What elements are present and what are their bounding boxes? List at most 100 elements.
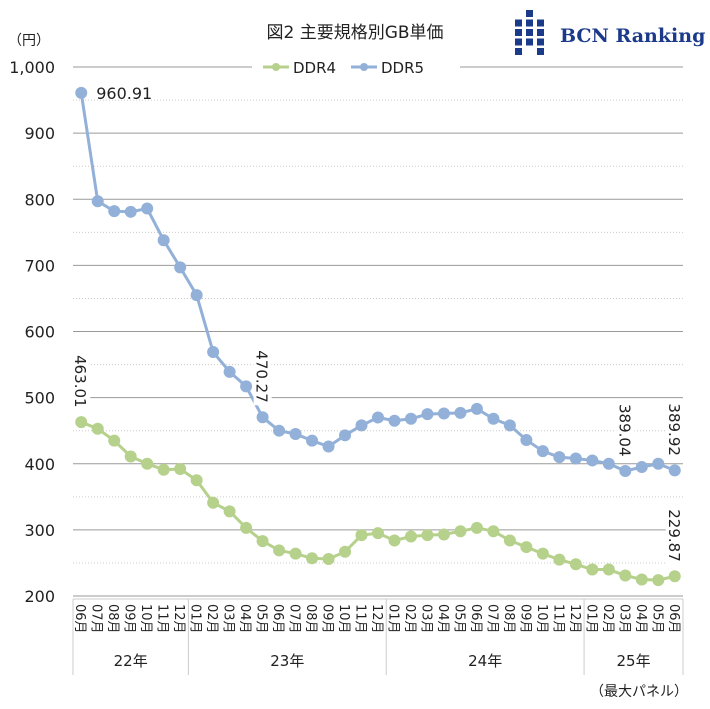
legend-label-ddr5: DDR5	[381, 59, 424, 77]
data-point	[289, 427, 302, 440]
data-point	[75, 416, 88, 429]
x-tick-label: 01月	[583, 604, 598, 634]
year-label: 22年	[114, 652, 148, 670]
data-point	[306, 434, 319, 447]
data-point	[470, 521, 483, 534]
data-point	[536, 445, 549, 458]
bcn-logo: BCN Ranking	[515, 10, 705, 55]
x-tick-label: 03月	[418, 604, 433, 634]
data-point	[668, 570, 681, 583]
data-point	[454, 406, 467, 419]
data-point	[470, 402, 483, 415]
data-point	[355, 419, 368, 432]
data-point	[553, 451, 566, 464]
data-point	[273, 544, 286, 557]
x-tick-label: 05月	[451, 604, 466, 634]
x-tick-label: 07月	[89, 604, 104, 634]
data-point	[487, 525, 500, 538]
logo-block	[537, 38, 544, 46]
y-tick-label: 900	[24, 124, 55, 143]
x-tick-label: 10月	[534, 604, 549, 634]
data-point	[207, 345, 220, 358]
x-tick-label: 02月	[600, 604, 615, 634]
x-tick-label: 06月	[270, 604, 285, 634]
year-label: 23年	[270, 652, 304, 670]
y-tick-label: 600	[24, 323, 55, 342]
x-tick-label: 05月	[649, 604, 664, 634]
data-point	[520, 541, 533, 554]
y-tick-label: 500	[24, 389, 55, 408]
x-tick-label: 03月	[616, 604, 631, 634]
data-point	[355, 529, 368, 542]
data-point	[421, 529, 434, 542]
x-tick-label: 06月	[666, 604, 681, 634]
data-point	[157, 234, 170, 247]
data-point	[569, 558, 582, 571]
x-tick-label: 09月	[122, 604, 137, 634]
data-point	[421, 408, 434, 421]
logo-block	[526, 10, 533, 17]
data-point	[404, 530, 417, 543]
data-point	[668, 464, 681, 477]
data-point	[174, 261, 187, 274]
x-tick-label: 01月	[188, 604, 203, 634]
data-point	[91, 422, 104, 435]
data-point	[190, 289, 203, 302]
x-tick-label: 02月	[402, 604, 417, 634]
data-point	[652, 574, 665, 587]
y-tick-label: 400	[24, 455, 55, 474]
logo-block	[515, 19, 522, 27]
data-point	[602, 457, 615, 470]
data-label: 960.91	[96, 84, 152, 103]
legend-marker	[272, 63, 280, 71]
x-tick-label: 10月	[336, 604, 351, 634]
data-label: 463.01	[71, 355, 89, 408]
series-ddr4: 463.01 229.87	[71, 354, 684, 587]
data-point	[520, 433, 533, 446]
legend-label-ddr4: DDR4	[293, 59, 336, 77]
data-point	[602, 563, 615, 576]
x-tick-label: 10月	[138, 604, 153, 634]
data-label-bg	[665, 508, 684, 565]
data-point	[569, 452, 582, 465]
x-tick-label: 07月	[484, 604, 499, 634]
data-point	[339, 429, 352, 442]
data-point	[289, 547, 302, 560]
data-label: 389.04	[615, 404, 633, 457]
logo-block	[515, 29, 522, 36]
y-tick-label: 800	[24, 190, 55, 209]
data-point	[190, 474, 203, 487]
logo-block	[515, 38, 522, 46]
data-point	[141, 457, 154, 470]
data-point	[388, 534, 401, 547]
data-point	[124, 450, 137, 463]
data-point	[553, 553, 566, 566]
x-tick-label: 06月	[72, 604, 87, 634]
y-axis-unit: （円）	[8, 33, 50, 49]
data-point	[487, 412, 500, 425]
x-tick-label: 03月	[221, 604, 236, 634]
data-point	[536, 547, 549, 560]
data-point	[619, 569, 632, 582]
logo-text: BCN Ranking	[560, 25, 705, 47]
data-point	[322, 552, 335, 565]
footnote: （最大パネル）	[590, 684, 688, 700]
data-point	[652, 457, 665, 470]
logo-block	[515, 48, 522, 55]
data-label-bg	[665, 402, 684, 459]
data-point	[108, 205, 121, 218]
year-label: 25年	[616, 652, 650, 670]
data-point	[586, 563, 599, 576]
logo-block	[526, 19, 533, 27]
data-point	[91, 195, 104, 208]
data-point	[372, 411, 384, 424]
logo-block	[526, 29, 533, 36]
legend-marker	[360, 63, 368, 71]
data-point	[256, 535, 269, 548]
data-point	[635, 573, 648, 586]
data-point	[207, 496, 220, 509]
x-tick-label: 08月	[105, 604, 120, 634]
x-tick-label: 08月	[303, 604, 318, 634]
